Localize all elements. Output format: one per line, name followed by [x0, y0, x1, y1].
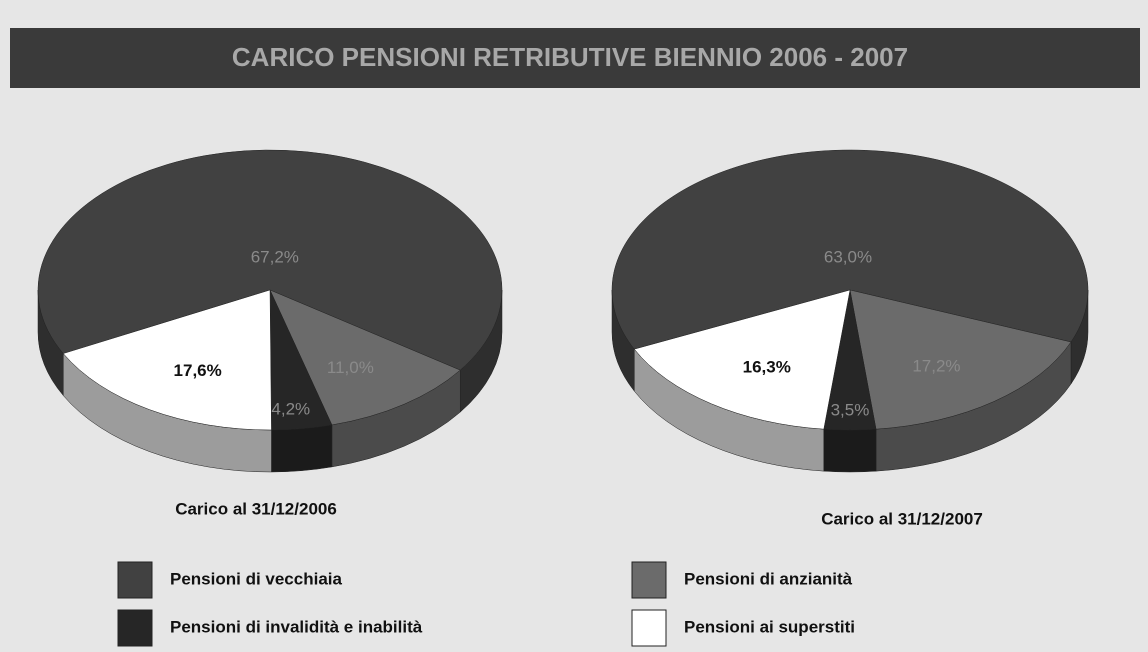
pie-slice: [269, 289, 461, 426]
chart-subtitle: Carico al 31/12/2006: [175, 499, 337, 518]
chart-subtitle: Carico al 31/12/2007: [821, 509, 983, 528]
pie-slice: [611, 149, 1089, 350]
pie-slice: [37, 149, 503, 371]
data-label: 63,0%: [824, 248, 872, 267]
pie-side: [271, 424, 333, 473]
legend-swatch: [117, 561, 153, 599]
legend-swatch: [117, 609, 153, 647]
legend-label: Pensioni di invalidità e inabilità: [170, 617, 423, 636]
data-label: 3,5%: [831, 400, 870, 419]
legend-swatch: [631, 561, 667, 599]
legend-label: Pensioni ai superstiti: [684, 617, 855, 636]
pie-slice: [62, 289, 272, 431]
chart-title: CARICO PENSIONI RETRIBUTIVE BIENNIO 2006…: [232, 42, 908, 72]
data-label: 11,0%: [327, 358, 374, 377]
pie-side: [823, 428, 877, 473]
pie-slice: [633, 289, 851, 430]
legend-swatch: [631, 609, 667, 647]
pie-slice: [849, 289, 1072, 430]
title-banner: [10, 28, 1140, 88]
data-label: 17,6%: [174, 361, 222, 380]
legend-label: Pensioni di vecchiaia: [170, 569, 343, 588]
data-label: 17,2%: [912, 356, 960, 375]
data-label: 67,2%: [251, 248, 299, 267]
data-label: 4,2%: [271, 400, 310, 419]
data-label: 16,3%: [743, 358, 791, 377]
legend-label: Pensioni di anzianità: [684, 569, 853, 588]
